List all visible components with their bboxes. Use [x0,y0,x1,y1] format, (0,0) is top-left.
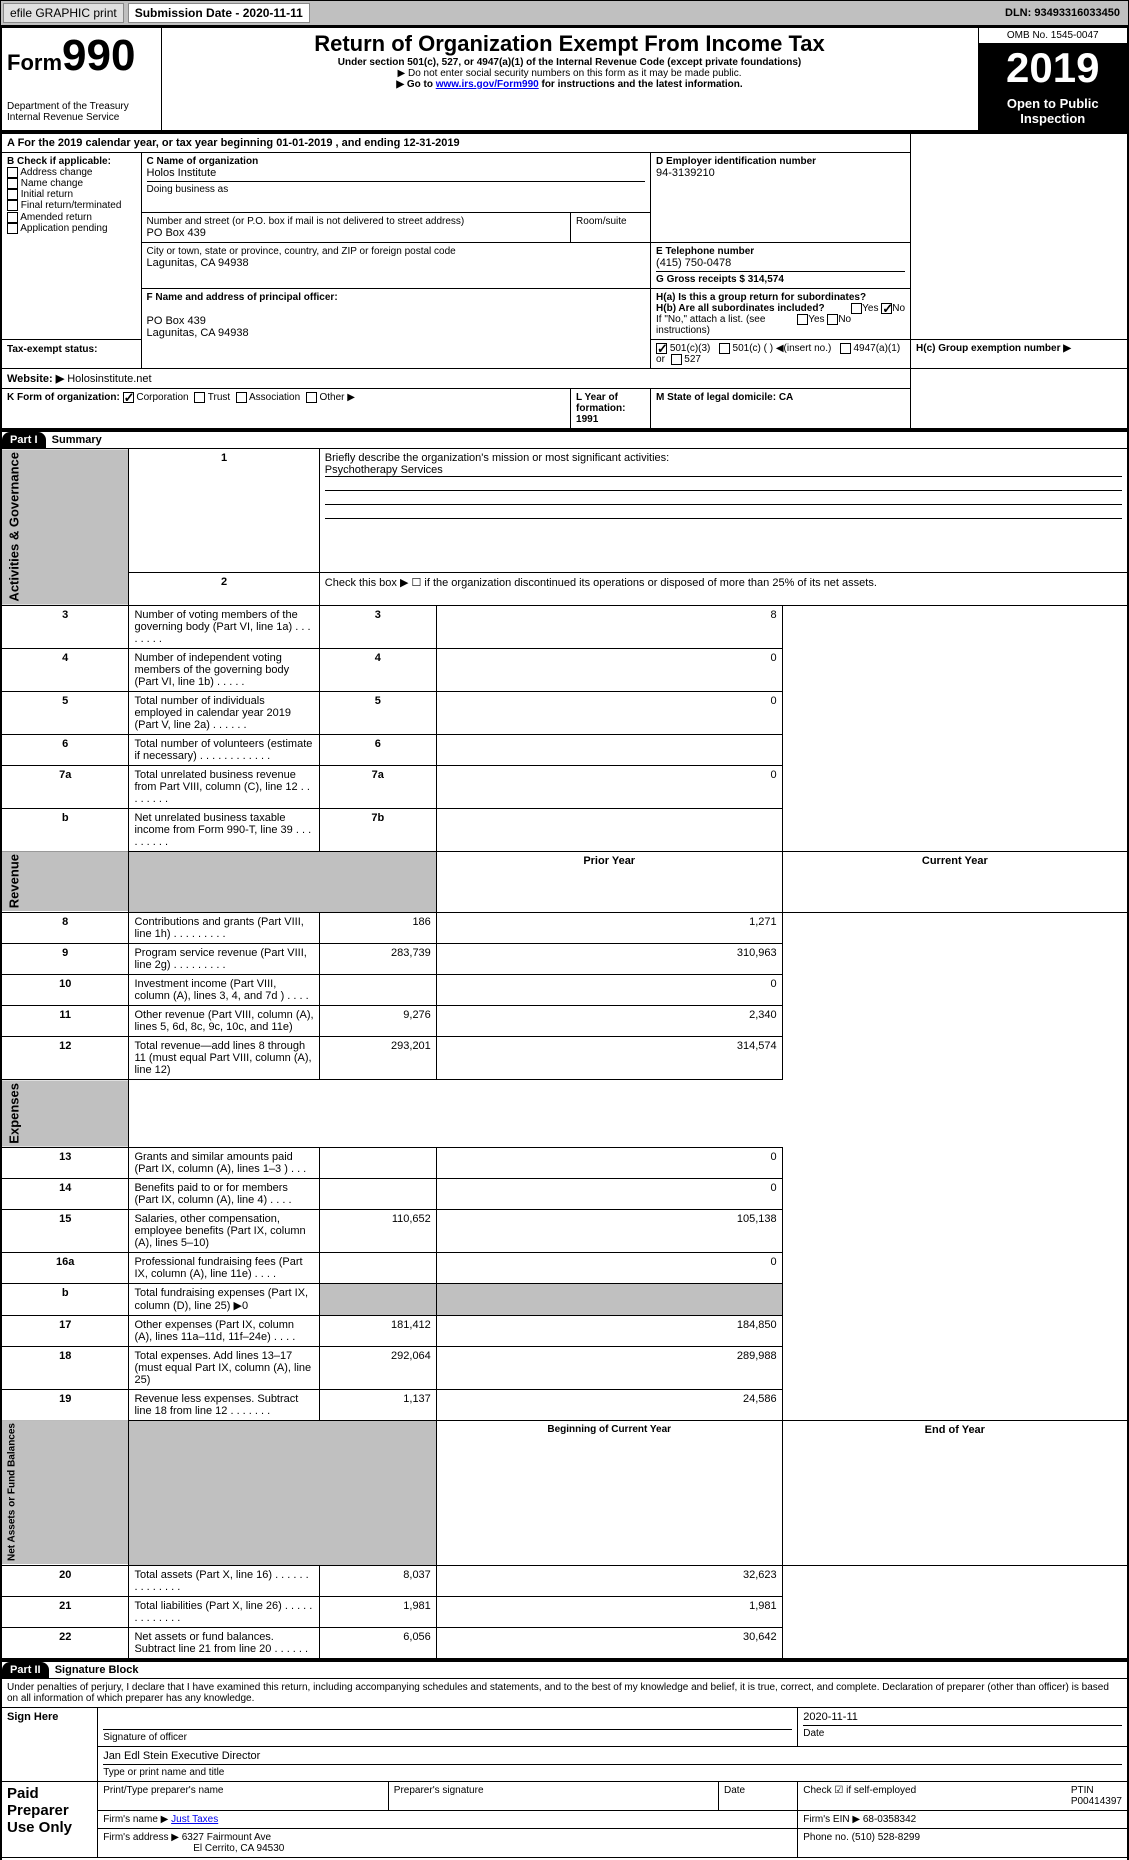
firm-name[interactable]: Just Taxes [171,1814,218,1825]
expense-row: 19Revenue less expenses. Subtract line 1… [1,1389,1128,1420]
gov-row: 4Number of independent voting members of… [1,648,1128,691]
part2-table: Part II Signature Block Under penalties … [0,1660,1129,1860]
dln-label: DLN: 93493316033450 [999,5,1126,21]
box-e-label: E Telephone number [656,246,905,257]
box-h: H(a) Is this a group return for subordin… [651,289,911,340]
ptin: P00414397 [1071,1796,1122,1807]
expense-row: 17Other expenses (Part IX, column (A), l… [1,1315,1128,1346]
note-goto: ▶ Go to www.irs.gov/Form990 for instruct… [167,79,973,90]
sign-here-label: Sign Here [1,1707,98,1781]
q1-text: Briefly describe the organization's miss… [325,452,669,464]
vert-expenses: Expenses [1,1080,129,1148]
room-label: Room/suite [571,213,651,243]
street-address: PO Box 439 [147,227,566,239]
expense-row: 16aProfessional fundraising fees (Part I… [1,1252,1128,1283]
sig-officer-label: Signature of officer [103,1732,792,1743]
revenue-row: 11Other revenue (Part VIII, column (A), … [1,1006,1128,1037]
city-state-zip: Lagunitas, CA 94938 [147,257,646,269]
box-l: L Year of formation: 1991 [571,389,651,430]
checkbox-initial-return[interactable]: Initial return [7,189,136,200]
org-name: Holos Institute [147,167,646,179]
perjury-text: Under penalties of perjury, I declare th… [1,1678,1128,1707]
form-title: Return of Organization Exempt From Incom… [167,31,973,57]
top-toolbar: efile GRAPHIC print Submission Date - 20… [0,0,1129,26]
officer-name-title: Jan Edl Stein Executive Director [103,1750,1122,1762]
phone: (415) 750-0478 [656,257,905,269]
firm-addr1: 6327 Fairmount Ave [182,1832,271,1843]
website: Holosinstitute.net [67,373,151,385]
part2-header: Part II [2,1662,49,1678]
revenue-row: 10Investment income (Part VIII, column (… [1,975,1128,1006]
submission-date: Submission Date - 2020-11-11 [128,3,310,23]
revenue-row: 9Program service revenue (Part VIII, lin… [1,944,1128,975]
expense-row: 13Grants and similar amounts paid (Part … [1,1147,1128,1178]
checkbox-final-return-terminated[interactable]: Final return/terminated [7,200,136,211]
expense-row: 18Total expenses. Add lines 13–17 (must … [1,1346,1128,1389]
note-ssn: ▶ Do not enter social security numbers o… [167,68,973,79]
checkbox-amended-return[interactable]: Amended return [7,212,136,223]
paid-preparer-label: Paid Preparer Use Only [1,1781,98,1857]
netassets-row: 20Total assets (Part X, line 16) . . . .… [1,1565,1128,1596]
checkbox-address-change[interactable]: Address change [7,167,136,178]
box-f-label: F Name and address of principal officer: [147,292,646,303]
vert-governance: Activities & Governance [1,449,129,606]
open-public-label: Open to Public Inspection [979,92,1128,130]
expense-row: 15Salaries, other compensation, employee… [1,1209,1128,1252]
form-number: Form990 [7,31,156,81]
section-a-table: A For the 2019 calendar year, or tax yea… [0,132,1129,430]
firm-addr2: El Cerrito, CA 94530 [193,1843,284,1854]
officer-addr2: Lagunitas, CA 94938 [147,327,646,339]
expense-row: 14Benefits paid to or for members (Part … [1,1178,1128,1209]
form-subtitle: Under section 501(c), 527, or 4947(a)(1)… [167,57,973,68]
gov-row: 5Total number of individuals employed in… [1,691,1128,734]
firm-ein: Firm's EIN ▶ 68-0358342 [798,1810,1128,1828]
ein: 94-3139210 [656,167,905,179]
box-i: Tax-exempt status: [1,340,141,369]
firm-phone: Phone no. (510) 528-8299 [798,1828,1128,1857]
tax-year-line: A For the 2019 calendar year, or tax yea… [1,133,911,153]
officer-addr1: PO Box 439 [147,315,646,327]
tax-year: 2019 [979,44,1128,92]
gov-row: 7aTotal unrelated business revenue from … [1,765,1128,808]
checkbox-name-change[interactable]: Name change [7,178,136,189]
box-m: M State of legal domicile: CA [651,389,911,430]
box-j-label: Website: ▶ [7,373,64,385]
gov-row: 6Total number of volunteers (estimate if… [1,734,1128,765]
gov-row: bNet unrelated business taxable income f… [1,808,1128,851]
vert-revenue: Revenue [1,851,129,912]
q2-text: Check this box ▶ ☐ if the organization d… [319,572,1128,605]
checkbox-application-pending[interactable]: Application pending [7,223,136,234]
box-c-label: C Name of organization [147,156,646,167]
city-label: City or town, state or province, country… [147,246,646,257]
netassets-row: 21Total liabilities (Part X, line 26) . … [1,1596,1128,1627]
dba-label: Doing business as [147,184,646,195]
box-b: B Check if applicable: Address change Na… [1,153,141,340]
netassets-row: 22Net assets or fund balances. Subtract … [1,1627,1128,1659]
gov-row: 3Number of voting members of the governi… [1,605,1128,648]
revenue-row: 8Contributions and grants (Part VIII, li… [1,913,1128,944]
omb-label: OMB No. 1545-0047 [979,28,1128,44]
box-d-label: D Employer identification number [656,156,905,167]
box-hc: H(c) Group exemption number ▶ [911,340,1128,369]
irs-link[interactable]: www.irs.gov/Form990 [436,79,539,90]
form-header-table: Form990 Department of the Treasury Inter… [0,26,1129,132]
vert-netassets: Net Assets or Fund Balances [1,1420,129,1565]
box-k-label: K Form of organization: [7,392,120,403]
part1-header: Part I [2,432,46,448]
part1-table: Part I Summary Activities & Governance 1… [0,430,1129,1659]
box-g-label: G Gross receipts $ 314,574 [656,274,905,285]
sig-date: 2020-11-11 [803,1711,1122,1723]
expense-row: bTotal fundraising expenses (Part IX, co… [1,1283,1128,1315]
revenue-row: 12Total revenue—add lines 8 through 11 (… [1,1037,1128,1080]
addr-label: Number and street (or P.O. box if mail i… [147,216,566,227]
q1-answer: Psychotherapy Services [325,464,1122,477]
efile-button[interactable]: efile GRAPHIC print [3,3,124,23]
dept-label: Department of the Treasury Internal Reve… [7,101,156,123]
